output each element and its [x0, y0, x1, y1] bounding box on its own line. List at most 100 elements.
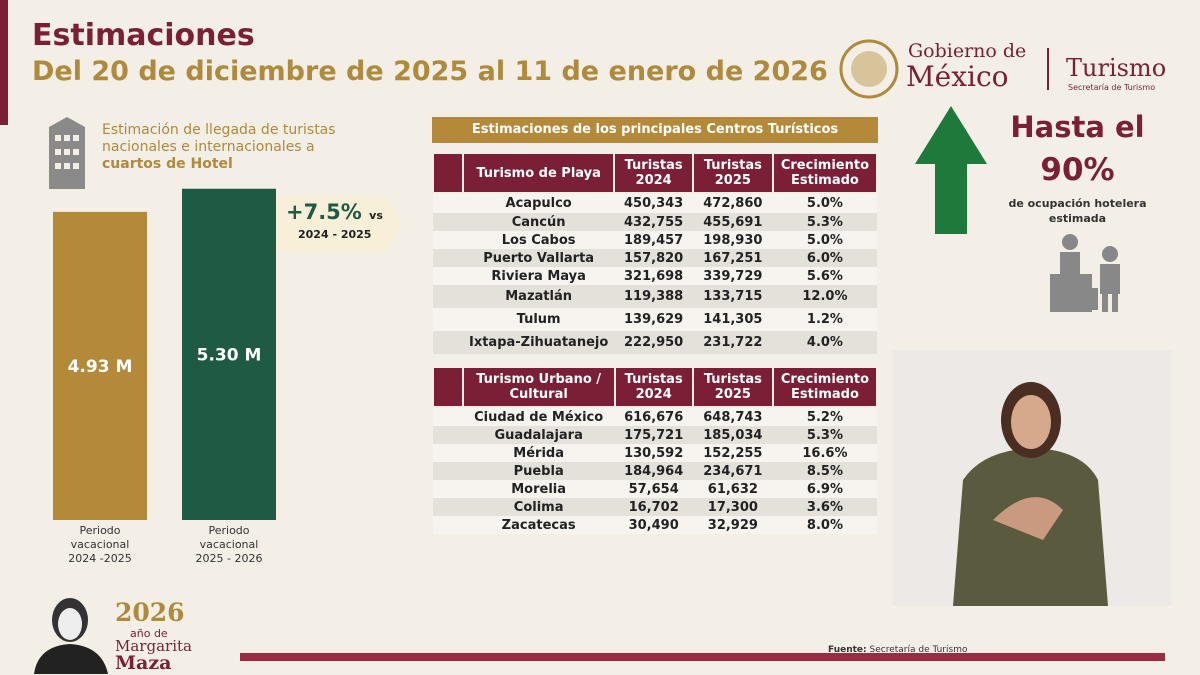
- table-cell: 648,743: [703, 409, 763, 425]
- table-cell: 234,671: [703, 463, 763, 479]
- hotel-text-main: Estimación de llegada de turistas nacion…: [102, 122, 336, 155]
- table-cell: 141,305: [703, 312, 763, 327]
- row-spacer: [433, 516, 463, 534]
- growth-vs: vs: [369, 209, 383, 222]
- row-spacer: [433, 407, 463, 426]
- table-cell: 222,950: [624, 335, 684, 350]
- table-cell: 16.6%: [802, 445, 848, 461]
- table-cell: 17,300: [707, 499, 758, 515]
- table-cell: 175,721: [624, 427, 684, 443]
- header-cell: Turismo de Playa: [461, 152, 616, 194]
- occupancy-value: 90%: [1040, 152, 1115, 188]
- table-cell: 16,702: [628, 499, 679, 515]
- table-cell: Tulum: [516, 312, 561, 327]
- header-cell: Turistas 2025: [691, 366, 774, 408]
- reception-icon: [1050, 234, 1120, 312]
- table-row: Cancún 432,755 455,691 5.3%: [433, 213, 877, 231]
- table-cell: Ixtapa-Zihuatanejo: [468, 335, 609, 350]
- row-spacer: [433, 462, 463, 480]
- data-table: Turismo Urbano / Cultural Turistas 2024 Tu…: [432, 366, 879, 534]
- table-cell: 57,654: [628, 481, 679, 497]
- table-cell: Guadalajara: [494, 427, 583, 443]
- data-table: Turismo de Playa Turistas 2024 Turistas 20…: [432, 152, 879, 354]
- accent-strip: [0, 0, 8, 125]
- table-cell: Zacatecas: [501, 517, 576, 533]
- bar-chart: 4.93 M Periodo vacacional 2024 -2025 5.30 …: [53, 188, 276, 565]
- seal: [839, 39, 899, 99]
- table-cell: 3.6%: [806, 499, 843, 515]
- table-cell: 1.2%: [806, 312, 843, 327]
- table-row: Los Cabos 189,457 198,930 5.0%: [433, 231, 877, 249]
- row-spacer: [433, 480, 463, 498]
- table-cell: 472,860: [703, 196, 763, 211]
- row-spacer: [433, 426, 463, 444]
- table-row: Puerto Vallarta 157,820 167,251 6.0%: [433, 249, 877, 267]
- table-cell: 5.6%: [806, 268, 843, 284]
- table-cell: Puebla: [513, 463, 564, 479]
- table-cell: 30,490: [628, 517, 679, 533]
- table-cell: 5.0%: [806, 232, 843, 248]
- header-cell: Turistas 2024: [613, 152, 694, 194]
- table-cell: Acapulco: [505, 196, 572, 211]
- table-cell: Los Cabos: [501, 232, 576, 248]
- table-cell: 130,592: [624, 445, 684, 461]
- table-row: Puebla 184,964 234,671 8.5%: [433, 462, 877, 480]
- row-spacer: [433, 331, 463, 354]
- badge-line2: Margarita: [115, 637, 192, 655]
- header-cell: Turistas 2024: [613, 366, 694, 408]
- title: Estimaciones: [32, 18, 255, 53]
- row-spacer: [433, 444, 463, 462]
- interpreter-video: [893, 350, 1171, 606]
- table-row: Colima 16,702 17,300 3.6%: [433, 498, 877, 516]
- table-cell: 32,929: [707, 517, 758, 533]
- header-cell: Turistas 2025: [691, 152, 774, 194]
- row-spacer: [433, 213, 463, 231]
- table-cell: 5.0%: [806, 196, 843, 211]
- table-cell: 5.3%: [806, 214, 843, 230]
- table-cell: 321,698: [624, 268, 684, 284]
- table-cell: 198,930: [703, 232, 763, 248]
- table-row: Acapulco 450,343 472,860 5.0%: [433, 193, 877, 213]
- table-cell: 185,034: [703, 427, 763, 443]
- badge-line3: Maza: [115, 652, 172, 674]
- table-cell: 189,457: [624, 232, 684, 248]
- logo-divider: [1047, 48, 1049, 90]
- row-spacer: [433, 193, 463, 213]
- agency: Turismo: [1066, 54, 1167, 82]
- header-spacer: [432, 366, 464, 408]
- header-cell: Crecimiento Estimado: [771, 152, 879, 194]
- row-spacer: [433, 285, 463, 308]
- bar-caption: Periodo vacacional 2024 -2025: [68, 524, 132, 565]
- table-cell: Morelia: [511, 481, 567, 497]
- bar-caption-box: Periodo vacacional 2025 - 2026: [195, 524, 263, 565]
- table-cell: 119,388: [624, 289, 684, 304]
- table-row: Mérida 130,592 152,255 16.6%: [433, 444, 877, 462]
- table-cell: 167,251: [703, 250, 763, 266]
- table-row: Ciudad de México 616,676 648,743 5.2%: [433, 407, 877, 426]
- source-text: Secretaría de Turismo: [869, 645, 968, 655]
- bar-label: 5.30 M: [197, 345, 262, 365]
- bar-caption-box: Periodo vacacional 2024 -2025: [68, 524, 132, 565]
- table-cell: 61,632: [707, 481, 758, 497]
- table-cell: 450,343: [624, 196, 684, 211]
- bar-caption: Periodo vacacional 2025 - 2026: [195, 524, 263, 565]
- logo-line2: México: [906, 60, 1009, 93]
- table-cell: 139,629: [624, 312, 684, 327]
- occupancy-line1: Hasta el: [1010, 110, 1145, 144]
- agency-sub: Secretaría de Turismo: [1068, 83, 1156, 92]
- table-row: Tulum 139,629 141,305 1.2%: [433, 308, 877, 331]
- table-cell: 12.0%: [802, 289, 848, 304]
- table-cell: Puerto Vallarta: [483, 250, 595, 266]
- header-cell: Crecimiento Estimado: [771, 366, 879, 408]
- row-spacer: [433, 308, 463, 331]
- table-cell: 184,964: [624, 463, 684, 479]
- bar: [182, 188, 276, 520]
- row-spacer: [433, 498, 463, 516]
- growth-period: 2024 - 2025: [298, 228, 372, 241]
- growth-pct: +7.5%: [286, 200, 362, 224]
- hotel-text: Estimación de llegada de turistas nacion…: [102, 122, 352, 173]
- badge-line1: año de: [130, 627, 168, 640]
- table-cell: 152,255: [703, 445, 763, 461]
- header-cell: Turismo Urbano / Cultural: [461, 366, 616, 408]
